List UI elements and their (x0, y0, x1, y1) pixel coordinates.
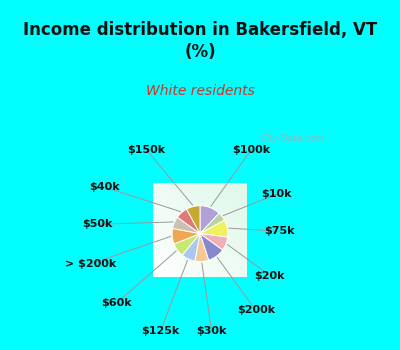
Text: $60k: $60k (101, 299, 132, 308)
Wedge shape (200, 234, 228, 250)
Text: $50k: $50k (82, 219, 113, 229)
Text: $125k: $125k (141, 327, 180, 336)
Wedge shape (174, 234, 200, 255)
Text: $40k: $40k (89, 182, 120, 192)
Text: > $200k: > $200k (65, 259, 116, 269)
Wedge shape (178, 209, 200, 234)
Wedge shape (172, 217, 200, 234)
Text: White residents: White residents (146, 84, 254, 98)
Text: $10k: $10k (262, 189, 292, 199)
Wedge shape (172, 229, 200, 244)
Text: $100k: $100k (232, 145, 270, 155)
Wedge shape (200, 206, 219, 234)
Text: $20k: $20k (254, 271, 285, 280)
Text: $200k: $200k (237, 306, 275, 315)
Text: $150k: $150k (128, 145, 166, 155)
Text: $75k: $75k (264, 226, 294, 236)
Wedge shape (200, 234, 222, 260)
Text: $30k: $30k (196, 327, 227, 336)
Wedge shape (195, 234, 209, 261)
Wedge shape (182, 234, 200, 261)
Wedge shape (186, 206, 200, 234)
Wedge shape (200, 213, 224, 234)
Wedge shape (200, 220, 228, 237)
Text: City-Data.com: City-Data.com (260, 134, 324, 143)
Text: Income distribution in Bakersfield, VT
(%): Income distribution in Bakersfield, VT (… (23, 21, 377, 61)
